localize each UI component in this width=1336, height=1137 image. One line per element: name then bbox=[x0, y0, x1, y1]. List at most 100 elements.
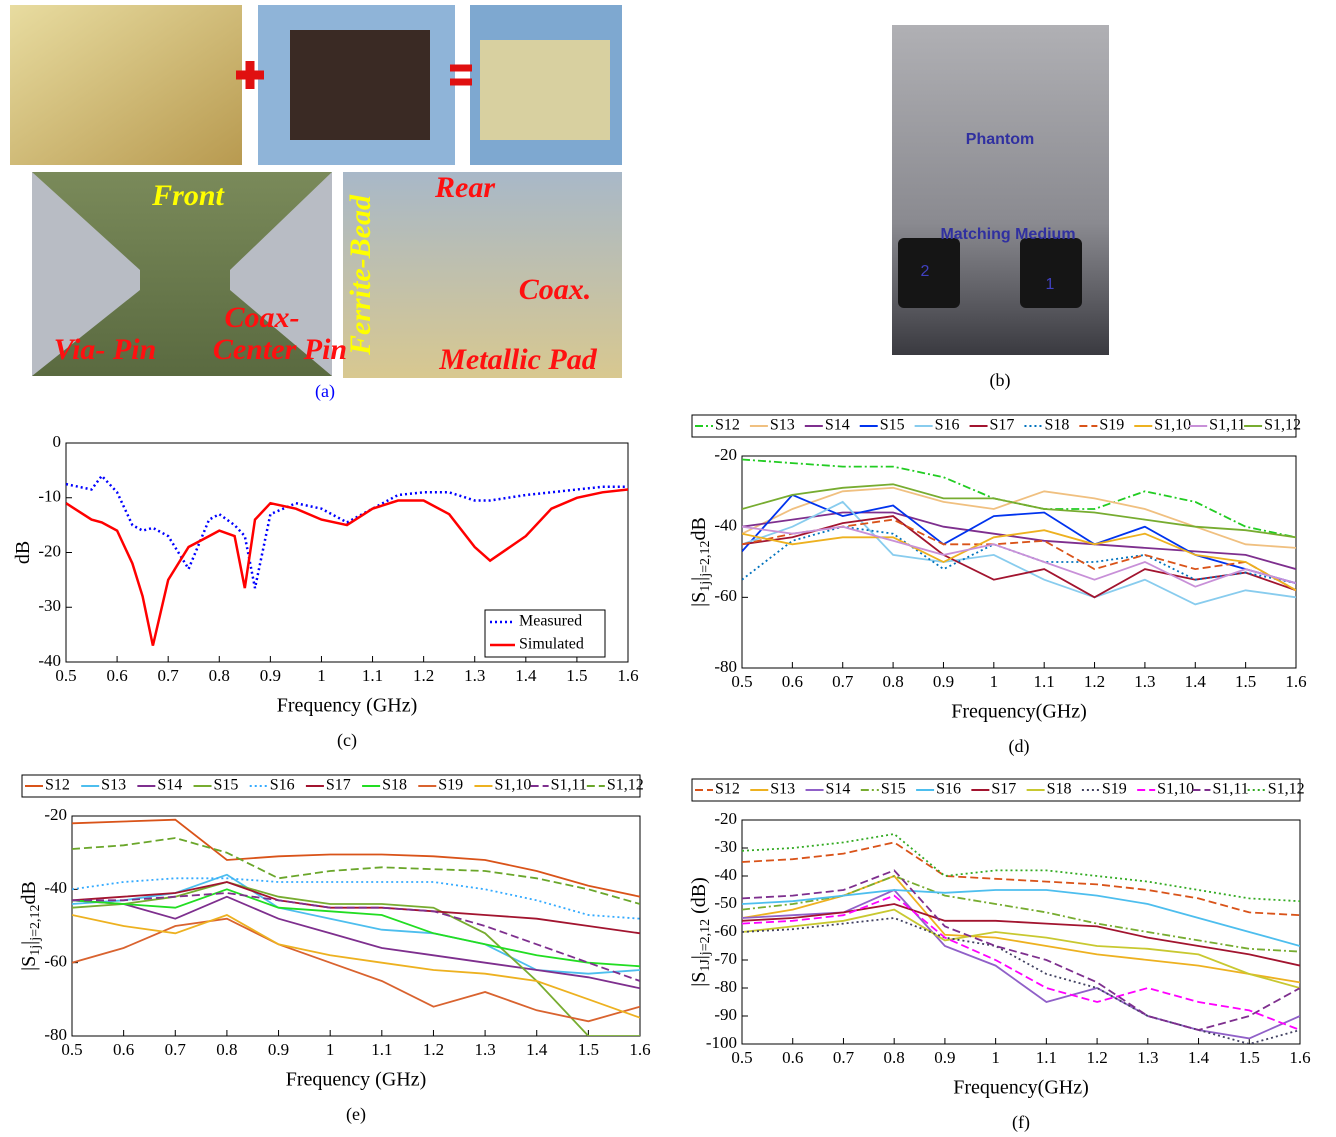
x-tick-label: 0.6 bbox=[782, 672, 803, 691]
label: Via- Pin bbox=[54, 333, 157, 366]
y-tick-label: -70 bbox=[714, 949, 737, 968]
x-tick-label: 1 bbox=[991, 1048, 1000, 1067]
y-axis-label-part: |S bbox=[688, 592, 710, 607]
x-tick-label: 1.1 bbox=[371, 1040, 392, 1059]
y-tick-label: -30 bbox=[714, 837, 737, 856]
legend-label: S15 bbox=[880, 417, 905, 434]
y-axis-label-part: |S bbox=[18, 956, 40, 971]
figure: Front Via- Pin Coax- Center Pin Rear Fer… bbox=[0, 0, 1336, 1132]
y-tick-label: -60 bbox=[714, 586, 737, 605]
x-tick-label: 0.7 bbox=[165, 1040, 187, 1059]
y-axis-label-part: 1j bbox=[28, 945, 43, 956]
x-tick-label: 1.5 bbox=[578, 1040, 599, 1059]
y-tick-label: -40 bbox=[44, 878, 67, 897]
legend-label: S19 bbox=[1099, 417, 1124, 434]
y-tick-label: 0 bbox=[53, 432, 62, 451]
y-tick-label: -20 bbox=[44, 805, 67, 824]
y-tick-label: -10 bbox=[38, 487, 61, 506]
label: 2 bbox=[921, 263, 930, 280]
label: Front bbox=[151, 179, 225, 212]
legend-label: S12 bbox=[715, 781, 740, 798]
plot-frame bbox=[742, 820, 1300, 1044]
x-axis-label: Frequency (GHz) bbox=[277, 695, 418, 717]
y-axis-label-part: j=2,12 bbox=[698, 541, 713, 578]
x-axis-label: Frequency(GHz) bbox=[951, 701, 1087, 723]
y-axis-label: |S1j|j=2,12dB bbox=[688, 517, 714, 607]
y-tick-label: -40 bbox=[38, 651, 61, 670]
x-tick-label: 1.3 bbox=[1134, 672, 1155, 691]
legend-label: S12 bbox=[715, 417, 740, 434]
y-tick-label: -100 bbox=[706, 1033, 737, 1052]
x-tick-label: 0.7 bbox=[158, 666, 180, 685]
photo-object bbox=[1020, 238, 1082, 308]
x-tick-label: 1.5 bbox=[566, 666, 587, 685]
x-tick-label: 0.6 bbox=[106, 666, 127, 685]
photo-object bbox=[480, 40, 610, 140]
y-tick-label: -60 bbox=[44, 952, 67, 971]
caption: (b) bbox=[990, 370, 1011, 391]
x-tick-label: 1.4 bbox=[526, 1040, 548, 1059]
legend-label: S17 bbox=[990, 417, 1015, 434]
legend-label: S16 bbox=[270, 777, 295, 794]
legend-label: S1,10 bbox=[1157, 781, 1194, 798]
legend-label: S14 bbox=[826, 781, 851, 798]
legend-label: S17 bbox=[326, 777, 351, 794]
legend-label: Simulated bbox=[519, 636, 584, 653]
legend-label: S1,11 bbox=[1209, 417, 1245, 434]
y-axis-label-part: dB bbox=[688, 517, 710, 540]
x-tick-label: 1.2 bbox=[1084, 672, 1105, 691]
x-tick-label: 1.2 bbox=[1086, 1048, 1107, 1067]
y-axis-label-part: dB bbox=[12, 541, 34, 564]
x-tick-label: 1.6 bbox=[1289, 1048, 1310, 1067]
y-tick-label: -20 bbox=[714, 809, 737, 828]
x-tick-label: 1.5 bbox=[1235, 672, 1256, 691]
legend-label: S16 bbox=[935, 417, 960, 434]
x-tick-label: 0.9 bbox=[933, 672, 954, 691]
caption: (f) bbox=[1012, 1112, 1030, 1132]
x-tick-label: 0.9 bbox=[260, 666, 281, 685]
y-tick-label: -40 bbox=[714, 516, 737, 535]
photo-object bbox=[290, 30, 430, 140]
x-tick-label: 1.1 bbox=[1034, 672, 1055, 691]
label: Metallic Pad bbox=[438, 343, 597, 376]
legend-label: S19 bbox=[438, 777, 463, 794]
y-tick-label: -80 bbox=[714, 977, 737, 996]
x-tick-label: 0.6 bbox=[113, 1040, 134, 1059]
x-tick-label: 1.1 bbox=[362, 666, 383, 685]
y-axis-label: |S1j|j=2,12dB bbox=[18, 881, 44, 971]
x-tick-label: 0.9 bbox=[934, 1048, 955, 1067]
x-tick-label: 1.1 bbox=[1036, 1048, 1057, 1067]
legend-label: S1,11 bbox=[1212, 781, 1248, 798]
legend-label: S13 bbox=[770, 417, 795, 434]
x-tick-label: 1.2 bbox=[423, 1040, 444, 1059]
y-tick-label: -80 bbox=[44, 1025, 67, 1044]
caption: (e) bbox=[346, 1104, 366, 1125]
x-tick-label: 0.8 bbox=[882, 672, 903, 691]
x-axis-label: Frequency(GHz) bbox=[953, 1077, 1089, 1099]
legend-label: Measured bbox=[519, 613, 582, 630]
legend-label: S16 bbox=[936, 781, 961, 798]
label: Ferrite-Bead bbox=[344, 194, 377, 356]
legend-label: S1,12 bbox=[1268, 781, 1305, 798]
legend-label: S18 bbox=[1047, 781, 1072, 798]
plot-frame bbox=[72, 816, 640, 1036]
y-tick-label: -40 bbox=[714, 865, 737, 884]
legend-label: S17 bbox=[991, 781, 1016, 798]
y-axis-label-part: j=2,12 bbox=[28, 905, 43, 942]
legend-label: S19 bbox=[1102, 781, 1127, 798]
legend-label: S15 bbox=[881, 781, 906, 798]
y-axis-label-part: 1j bbox=[698, 581, 713, 592]
label: Matching Medium bbox=[940, 226, 1075, 243]
legend-label: S14 bbox=[157, 777, 182, 794]
x-tick-label: 0.7 bbox=[832, 672, 854, 691]
photo bbox=[10, 5, 242, 165]
x-tick-label: 1.3 bbox=[1137, 1048, 1158, 1067]
label: Rear bbox=[434, 171, 495, 204]
y-tick-label: -60 bbox=[714, 921, 737, 940]
legend-label: S12 bbox=[45, 777, 70, 794]
y-tick-label: -90 bbox=[714, 1005, 737, 1024]
x-tick-label: 1.6 bbox=[1285, 672, 1306, 691]
y-tick-label: -20 bbox=[38, 541, 61, 560]
legend-label: S13 bbox=[101, 777, 126, 794]
legend-label: S18 bbox=[1044, 417, 1069, 434]
